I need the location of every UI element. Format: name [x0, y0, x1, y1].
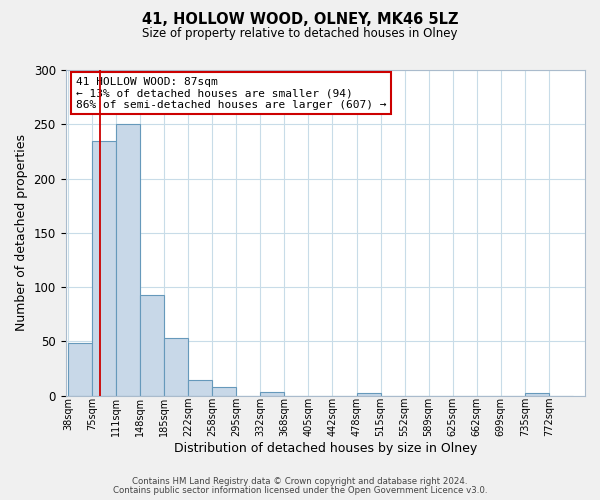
Bar [212, 387, 236, 396]
Bar [140, 294, 164, 396]
Bar [356, 394, 380, 396]
Bar [116, 124, 140, 396]
Bar [525, 394, 549, 396]
Text: Size of property relative to detached houses in Olney: Size of property relative to detached ho… [142, 28, 458, 40]
Bar [164, 338, 188, 396]
Bar [260, 392, 284, 396]
X-axis label: Distribution of detached houses by size in Olney: Distribution of detached houses by size … [173, 442, 477, 455]
Text: Contains public sector information licensed under the Open Government Licence v3: Contains public sector information licen… [113, 486, 487, 495]
Text: 41 HOLLOW WOOD: 87sqm
← 13% of detached houses are smaller (94)
86% of semi-deta: 41 HOLLOW WOOD: 87sqm ← 13% of detached … [76, 76, 386, 110]
Text: Contains HM Land Registry data © Crown copyright and database right 2024.: Contains HM Land Registry data © Crown c… [132, 477, 468, 486]
Bar [188, 380, 212, 396]
Bar [68, 344, 92, 396]
Bar [92, 140, 116, 396]
Text: 41, HOLLOW WOOD, OLNEY, MK46 5LZ: 41, HOLLOW WOOD, OLNEY, MK46 5LZ [142, 12, 458, 28]
Y-axis label: Number of detached properties: Number of detached properties [15, 134, 28, 332]
